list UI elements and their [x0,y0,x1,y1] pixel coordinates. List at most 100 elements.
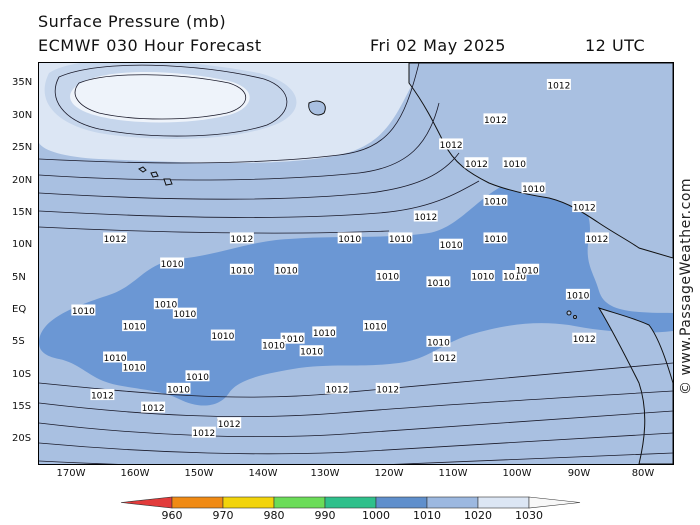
isobar-label-bg [210,329,235,341]
isobar-label: 1012 [465,160,488,170]
isobar-label-bg [172,307,197,319]
forecast-time: 12 UTC [585,36,646,55]
lat-label-20s: 20S [12,433,32,444]
legend-label-980: 980 [263,509,285,522]
isobar-label-bg [122,320,147,332]
isobar-label-bg [90,389,115,401]
legend-swatch [324,496,377,509]
isobar-label: 1010 [154,301,177,311]
isobar-label: 1012 [91,392,114,402]
isobar-label: 1010 [161,260,184,270]
isobar-label-bg [217,417,242,429]
isobar-label-bg [483,232,508,244]
isobar-label-bg [572,332,597,344]
isobar-label: 1010 [503,160,526,170]
isobar-label-bg [388,232,413,244]
legend-swatch [375,496,428,509]
lat-label-20n: 20N [12,175,33,186]
isobar-label-bg [153,298,178,310]
isobar-label-bg [439,238,464,250]
isobar-label-bg [426,276,451,288]
isobar-label-bg [337,232,362,244]
forecast-date: Fri 02 May 2025 [370,36,506,55]
lon-label-80w: 80W [631,468,655,479]
lat-label-10s: 10S [12,369,32,380]
lat-label-35n: 35N [12,77,33,88]
isobar-label-bg [375,270,400,282]
isobar-label: 1010 [376,273,399,283]
isobar-label: 1010 [516,266,539,276]
isobar-label-bg [229,263,254,275]
lat-label-25n: 25N [12,142,33,153]
lat-label-30n: 30N [12,110,33,121]
pressure-legend [120,496,581,509]
isobar-label: 1012 [573,335,596,345]
legend-label-1010: 1010 [413,509,441,522]
isobar-label: 1010 [123,323,146,333]
isobar-label-bg [261,338,286,350]
isobar-label: 1010 [503,273,526,283]
lat-label-5n: 5N [12,272,26,283]
legend-label-1020: 1020 [464,509,492,522]
isobar-label-bg [432,351,457,363]
pressure-map: 1012 1012 1012 1010 1010 1010 1010 1010 1010 1010… [38,62,674,465]
map-title: Surface Pressure (mb) [38,12,227,31]
isobar-label: 1010 [230,266,253,276]
isobar-label-bg [439,138,464,150]
isobar-label: 1012 [585,235,608,245]
isobar-label: 1012 [104,235,127,245]
isobar-label: 1010 [440,241,463,251]
isobar-label: 1012 [142,404,165,414]
isobar-label-bg [464,157,489,169]
lon-label-110w: 110W [438,468,468,479]
isobar-label: 1010 [173,310,196,320]
legend-swatch-low-end [120,496,173,509]
isobar-label-bg [470,270,495,282]
isobar-label-bg [572,201,597,213]
lon-label-90w: 90W [567,468,591,479]
isobar-label-bg [324,382,349,394]
legend-swatch-high-end [528,496,581,509]
lon-label-100w: 100W [502,468,532,479]
lat-label-5s: 5S [12,336,25,347]
isobar-label-bg [413,210,438,222]
isobar-label-bg [565,288,590,300]
isobar-label: 1010 [275,266,298,276]
isobar-label: 1010 [123,363,146,373]
isobar-label-bg [191,426,216,438]
isobar-label-bg [185,370,210,382]
isobar-label: 1010 [186,373,209,383]
isobar-label-bg [426,335,451,347]
lon-label-120w: 120W [374,468,404,479]
isobar-label: 1010 [389,235,412,245]
isobar-label-bg [483,113,508,125]
isobar-label-bg [71,304,96,316]
legend-label-1030: 1030 [515,509,543,522]
isobar-label: 1010 [427,338,450,348]
isobar-label: 1012 [433,354,456,364]
isobar-label-bg [103,351,128,363]
isobar-label: 1012 [376,385,399,395]
isobar-label: 1010 [338,235,361,245]
site-credit: © www.PassageWeather.com [678,177,694,395]
lon-label-150w: 150W [184,468,214,479]
isobar-label-bg [502,157,527,169]
isobar-label: 1010 [484,235,507,245]
lon-label-170w: 170W [56,468,86,479]
legend-label-970: 970 [212,509,234,522]
forecast-model: ECMWF 030 Hour Forecast [38,36,262,55]
high-pressure-core [70,71,250,123]
central-america-land [408,63,673,259]
isobar-label-bg [274,263,299,275]
lat-label-15s: 15S [12,401,32,412]
isobar-label: 1010 [281,335,304,345]
isobar-label: 1012 [230,235,253,245]
isobar-label: 1012 [414,213,437,223]
isobar-label: 1012 [484,116,507,126]
isobar-label-bg [312,326,337,338]
isobar-label-bg [584,232,609,244]
isobar-label: 1010 [72,307,95,317]
legend-label-960: 960 [161,509,183,522]
lat-label-15n: 15N [12,207,33,218]
